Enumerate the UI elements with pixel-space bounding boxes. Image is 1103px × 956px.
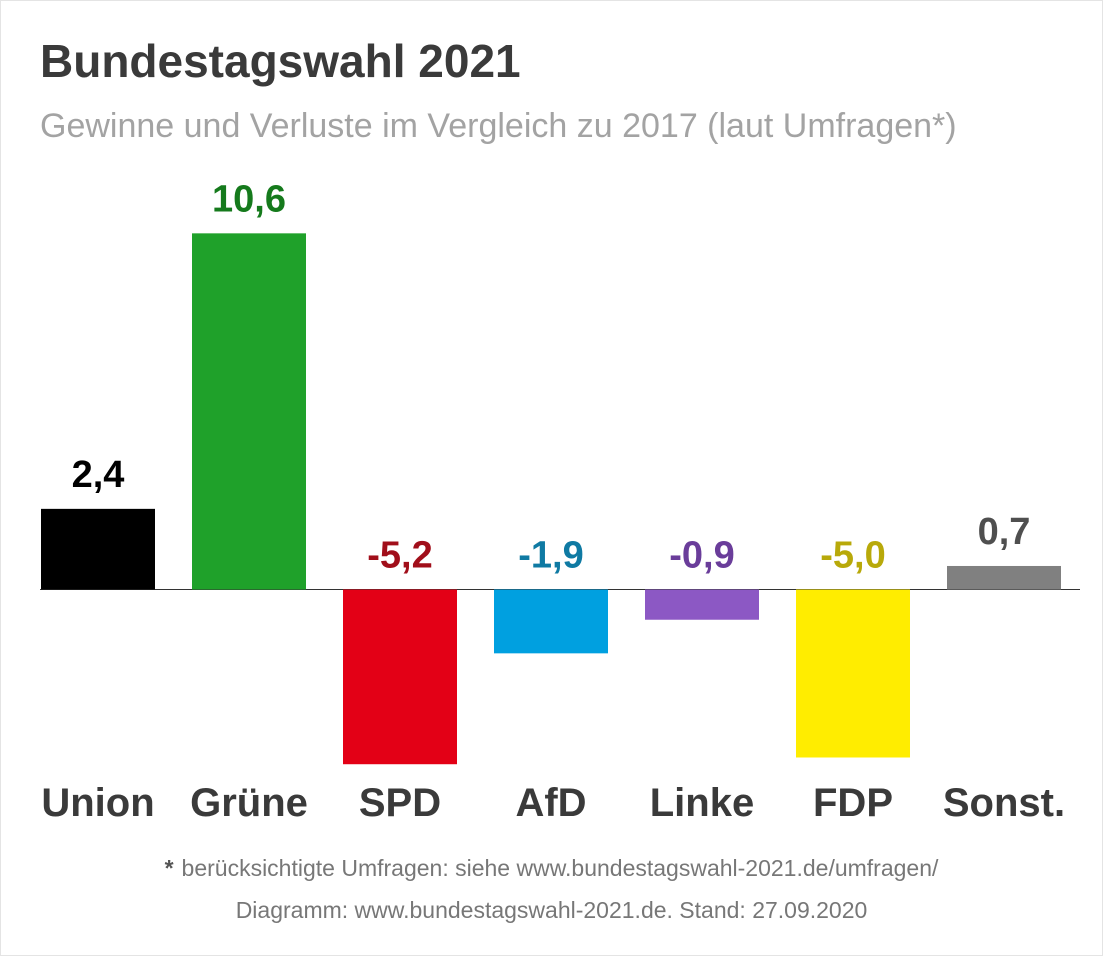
footnote-sources: * berücksichtigte Umfragen: siehe www.bun…: [0, 855, 1103, 882]
value-label-spd: -5,2: [367, 535, 432, 577]
value-label-linke: -0,9: [669, 535, 734, 577]
category-label-union: Union: [41, 781, 154, 825]
bar-sonst: [947, 565, 1061, 590]
bar-chart: 2,4 10,6 -5,2 -1,9 -0,9 -5,0 0,7 Union Grüne SPD…: [40, 178, 1080, 825]
value-label-sonst: 0,7: [978, 511, 1031, 553]
bar-linke: [645, 589, 759, 620]
bar-gruene: [192, 233, 306, 590]
value-label-gruene: 10,6: [212, 178, 286, 220]
chart-title: Bundestagswahl 2021: [40, 35, 521, 87]
value-label-union: 2,4: [72, 454, 125, 496]
footnote-credit: Diagramm: www.bundestagswahl-2021.de. St…: [235, 897, 868, 923]
category-label-linke: Linke: [650, 781, 754, 825]
bar-spd: [343, 589, 457, 765]
bar-union: [41, 508, 155, 590]
category-labels-group: Union Grüne SPD AfD Linke FDP Sonst.: [41, 781, 1065, 825]
footnote-star: *: [164, 855, 174, 881]
bars-group: [41, 233, 1061, 765]
category-label-gruene: Grüne: [190, 781, 308, 825]
category-label-sonst: Sonst.: [943, 781, 1065, 825]
category-label-spd: SPD: [359, 781, 441, 825]
category-label-afd: AfD: [515, 781, 586, 825]
chart-subtitle: Gewinne und Verluste im Vergleich zu 201…: [40, 107, 957, 145]
bar-afd: [494, 589, 608, 654]
footnote-sources-text: berücksichtigte Umfragen: siehe www.bund…: [181, 855, 939, 881]
bar-fdp: [796, 589, 910, 758]
value-label-afd: -1,9: [518, 535, 583, 577]
category-label-fdp: FDP: [813, 781, 893, 825]
value-label-fdp: -5,0: [820, 535, 885, 577]
value-labels-group: 2,4 10,6 -5,2 -1,9 -0,9 -5,0 0,7: [72, 178, 1031, 576]
